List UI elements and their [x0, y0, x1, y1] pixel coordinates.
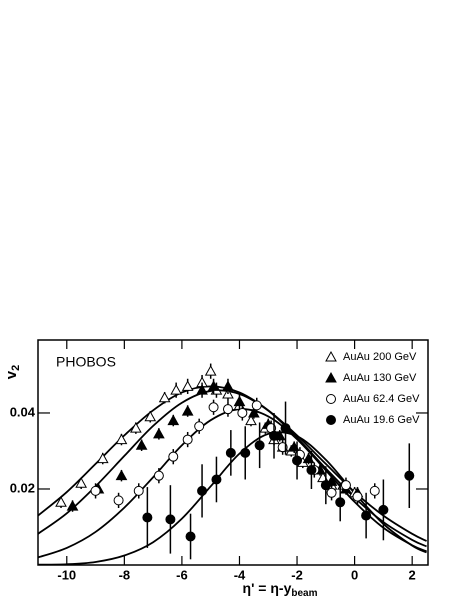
- data-point: [352, 491, 363, 502]
- legend-label: AuAu 200 GeV: [343, 351, 417, 363]
- y-axis-label: v2: [3, 365, 22, 379]
- data-point: [254, 440, 265, 451]
- x-label-main: η' = η-y: [243, 580, 292, 596]
- data-point: [181, 380, 194, 391]
- data-point: [197, 485, 208, 496]
- data-point: [113, 495, 124, 506]
- data-point: [369, 485, 380, 496]
- data-point: [233, 395, 246, 407]
- data-point: [170, 384, 183, 395]
- legend-marker: [326, 394, 336, 404]
- data-point: [182, 434, 193, 445]
- data-point: [340, 480, 351, 491]
- data-point: [90, 485, 101, 496]
- data-point: [115, 469, 128, 481]
- y-label-main: v: [3, 370, 20, 379]
- data-point: [66, 500, 79, 511]
- data-point: [245, 414, 257, 426]
- y-label-sub: 2: [10, 365, 22, 371]
- x-label-sub: beam: [291, 588, 317, 599]
- data-point: [153, 427, 165, 439]
- x-tick-label: -6: [176, 567, 188, 582]
- data-point: [153, 470, 164, 481]
- legend-label: AuAu 130 GeV: [343, 372, 417, 384]
- x-tick-label: 2: [409, 567, 416, 582]
- data-point: [222, 380, 234, 391]
- data-point: [181, 405, 194, 416]
- data-point: [269, 430, 280, 441]
- x-tick-label: -4: [234, 567, 246, 582]
- legend-label: AuAu 19.6 GeV: [343, 414, 420, 426]
- x-tick-label: -2: [291, 567, 303, 582]
- legend-label: AuAu 62.4 GeV: [343, 393, 420, 405]
- data-point: [185, 531, 196, 542]
- x-tick-label: 0: [351, 567, 358, 582]
- data-point: [196, 384, 208, 395]
- data-point: [251, 400, 262, 411]
- data-point: [306, 464, 317, 475]
- data-point: [225, 447, 236, 458]
- data-point: [142, 512, 153, 523]
- x-axis-label: η' = η-ybeam: [243, 580, 318, 599]
- legend-marker: [325, 371, 337, 383]
- x-tick-label: -8: [119, 567, 131, 582]
- data-point: [280, 423, 291, 434]
- data-point: [361, 510, 372, 521]
- data-point: [130, 422, 142, 433]
- data-point: [211, 474, 222, 485]
- data-point: [135, 439, 148, 450]
- data-point: [207, 380, 220, 391]
- data-point: [133, 485, 144, 496]
- data-point: [204, 365, 217, 376]
- data-point: [378, 504, 389, 515]
- data-point: [404, 470, 415, 481]
- data-point: [335, 497, 346, 508]
- x-tick-label: -10: [57, 567, 76, 582]
- y-tick-label: 0.04: [10, 404, 36, 419]
- data-point: [158, 391, 171, 403]
- legend-marker: [326, 415, 336, 425]
- legend-marker: [325, 350, 337, 362]
- data-point: [326, 487, 337, 498]
- data-point: [55, 496, 67, 507]
- data-point: [292, 455, 303, 466]
- data-point: [96, 452, 109, 464]
- data-point: [240, 447, 251, 458]
- annotation: PHOBOS: [56, 354, 116, 370]
- data-point: [222, 404, 233, 415]
- data-point: [237, 407, 248, 418]
- plot-frame: [37, 339, 429, 566]
- data-point: [165, 514, 176, 525]
- data-point: [115, 433, 128, 445]
- data-point: [320, 480, 331, 491]
- data-point: [144, 410, 157, 422]
- data-point: [208, 402, 219, 413]
- fit-curve: [38, 431, 427, 565]
- y-tick-label: 0.02: [10, 480, 35, 495]
- data-point: [168, 451, 179, 462]
- data-point: [75, 477, 88, 488]
- data-point: [167, 414, 180, 426]
- fit-curve: [38, 408, 427, 559]
- data-point: [194, 421, 205, 432]
